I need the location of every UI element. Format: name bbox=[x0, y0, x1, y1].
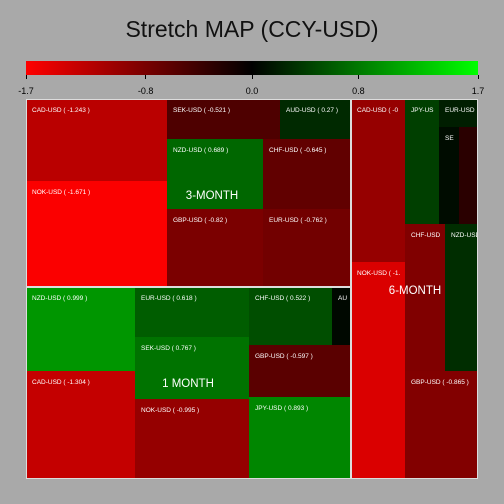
treemap-tile: CHF-USD bbox=[405, 224, 445, 371]
treemap-tile: CHF-USD ( -0.645 ) bbox=[263, 139, 351, 209]
tile-label: AU bbox=[338, 295, 348, 302]
treemap-tile: SE bbox=[439, 127, 459, 224]
scale-tick-label: 0.8 bbox=[352, 86, 365, 96]
group-label: 6-MONTH bbox=[388, 285, 442, 297]
tile-label: JPY-US bbox=[411, 107, 434, 114]
treemap-tile: NOK-USD ( -1. bbox=[351, 262, 405, 479]
tile-label: GBP-USD ( -0.865 ) bbox=[411, 379, 469, 386]
treemap-tile: NZD-USD ( 0.689 ) bbox=[167, 139, 263, 209]
color-scale-bar bbox=[26, 61, 478, 75]
tile-label: SEK-USD ( -0.521 ) bbox=[173, 107, 231, 114]
tile-label: NZD-USD ( 0.999 ) bbox=[32, 295, 88, 302]
treemap-tile: CAD-USD ( -1.243 ) bbox=[26, 99, 167, 181]
treemap-tile: NOK-USD ( -1.671 ) bbox=[26, 181, 167, 287]
tile-label: CAD-USD ( -1.243 ) bbox=[32, 107, 90, 114]
tile-label: GBP-USD ( -0.82 ) bbox=[173, 217, 228, 224]
treemap-tile: CAD-USD ( -0 bbox=[351, 99, 405, 262]
treemap-tile: JPY-US bbox=[405, 99, 439, 224]
tile-label: EUR-USD ( -0.762 ) bbox=[269, 217, 327, 224]
scale-tick-mark bbox=[251, 75, 253, 79]
tile-label: GBP-USD ( -0.597 ) bbox=[255, 353, 313, 360]
tile-label: SE bbox=[445, 135, 454, 142]
tile-label: NOK-USD ( -0.995 ) bbox=[141, 407, 200, 414]
treemap-tile: AU bbox=[332, 287, 351, 345]
scale-tick-mark bbox=[357, 75, 359, 79]
treemap-tile: NZD-USD ( 0.999 ) bbox=[26, 287, 135, 371]
scale-tick-label: -1.7 bbox=[18, 86, 34, 96]
treemap-tile: AUD-USD ( 0.27 ) bbox=[280, 99, 351, 139]
treemap-tile: GBP-USD ( -0.865 ) bbox=[405, 371, 478, 479]
group-label: 1 MONTH bbox=[162, 378, 214, 390]
tile-label: CAD-USD ( -0 bbox=[357, 107, 399, 114]
treemap-tile: NOK-USD ( -0.995 ) bbox=[135, 399, 249, 479]
tile-label: NOK-USD ( -1. bbox=[357, 270, 401, 277]
tile-label: EUR-USD ( 0.618 ) bbox=[141, 295, 197, 302]
treemap-tile: GBP-USD ( -0.82 ) bbox=[167, 209, 263, 287]
tile-label: NOK-USD ( -1.671 ) bbox=[32, 189, 91, 196]
scale-tick-label: 1.7 bbox=[471, 86, 485, 96]
tile-label: CHF-USD ( 0.522 ) bbox=[255, 295, 311, 302]
treemap-tile: EUR-USD ( -0.762 ) bbox=[263, 209, 351, 287]
tile-label: AUD-USD ( 0.27 ) bbox=[286, 107, 339, 114]
tile-label: CAD-USD ( -1.304 ) bbox=[32, 379, 90, 386]
scale-tick-label: -0.8 bbox=[137, 86, 154, 96]
color-scale-ticks: -1.7 -0.8 0.0 0.8 1.7 bbox=[0, 75, 504, 99]
tile-label: JPY-USD ( 0.893 ) bbox=[255, 405, 309, 412]
scale-tick-mark bbox=[477, 75, 479, 79]
treemap-tile: NZD-USD bbox=[445, 224, 478, 371]
treemap-tile: SEK-USD ( 0.767 ) bbox=[135, 337, 249, 399]
scale-tick-label: 0.0 bbox=[245, 86, 259, 96]
treemap-tile bbox=[459, 127, 478, 224]
tile-label: NZD-USD bbox=[451, 232, 478, 239]
group-label: 3-MONTH bbox=[185, 190, 239, 202]
tile-label: NZD-USD ( 0.689 ) bbox=[173, 147, 229, 154]
treemap-tile: GBP-USD ( -0.597 ) bbox=[249, 345, 351, 397]
tile-label: EUR-USD bbox=[445, 107, 475, 114]
scale-tick-mark bbox=[25, 75, 27, 79]
treemap: CAD-USD ( -1.243 ) SEK-USD ( -0.521 ) AUD-… bbox=[26, 99, 478, 479]
treemap-tile: JPY-USD ( 0.893 ) bbox=[249, 397, 351, 479]
treemap-tile: SEK-USD ( -0.521 ) bbox=[167, 99, 280, 139]
treemap-tile: CHF-USD ( 0.522 ) bbox=[249, 287, 332, 345]
treemap-tile: EUR-USD ( 0.618 ) bbox=[135, 287, 249, 337]
tile-label: CHF-USD ( -0.645 ) bbox=[269, 147, 327, 154]
tile-label: CHF-USD bbox=[411, 232, 441, 239]
treemap-tile: EUR-USD bbox=[439, 99, 478, 127]
treemap-tile: CAD-USD ( -1.304 ) bbox=[26, 371, 135, 479]
tile-label: SEK-USD ( 0.767 ) bbox=[141, 345, 196, 352]
scale-tick-mark bbox=[145, 75, 147, 79]
chart-title: Stretch MAP (CCY-USD) bbox=[125, 16, 379, 42]
